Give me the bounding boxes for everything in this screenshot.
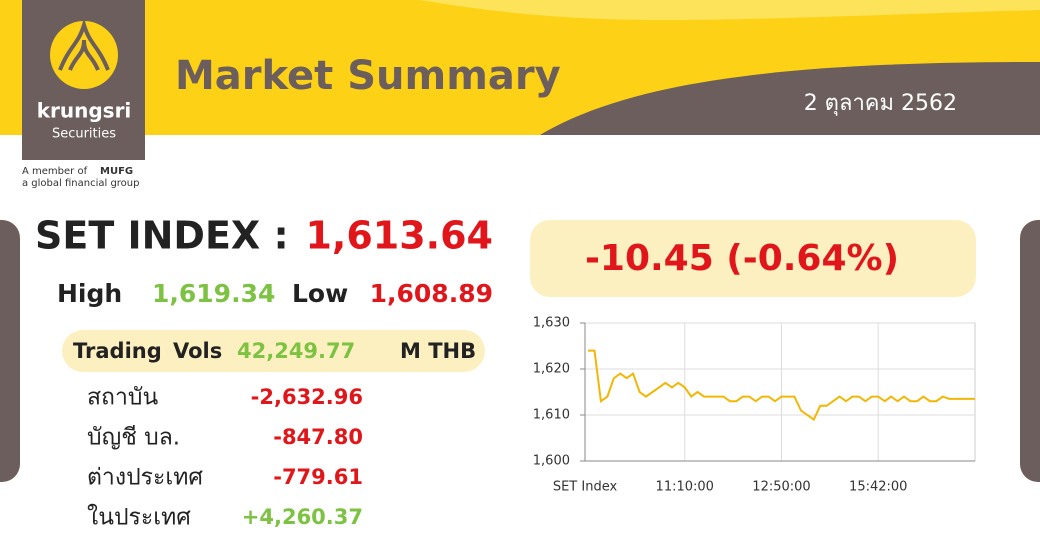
investor-value: +4,260.37: [242, 505, 363, 529]
trading-unit: M THB: [400, 339, 476, 363]
brand: krungsri: [37, 99, 132, 123]
header-swoosh: [420, 0, 1040, 20]
logo-mark: [58, 18, 110, 71]
change: -10.45 (-0.64%): [585, 238, 899, 279]
trading-label: Trading: [73, 339, 162, 363]
investor-table: สถาบัน -2,632.96 บัญชี บล. -847.80 ต่างประเท…: [87, 385, 363, 531]
series-line: [588, 349, 975, 422]
logo-emblem: [50, 21, 118, 89]
brand-sub: Securities: [52, 127, 116, 142]
x-tick-label: 15:42:00: [849, 480, 907, 495]
high-label: High: [57, 279, 122, 308]
trading-value: 42,249.77: [237, 339, 355, 363]
trading-pill: [62, 330, 485, 372]
x-tick-label: 12:50:00: [752, 480, 810, 495]
y-tick-label: 1,620: [533, 362, 570, 377]
group: MUFG: [100, 166, 133, 177]
y-tick-label: 1,630: [533, 316, 570, 331]
investor-value: -2,632.96: [251, 385, 363, 409]
investor-value: -779.61: [273, 465, 363, 489]
member: A member of: [22, 166, 88, 177]
side-tab: [0, 220, 20, 482]
y-tick-label: 1,610: [533, 408, 570, 423]
vols-label: Vols: [173, 339, 222, 363]
set-label: SET INDEX :: [35, 214, 289, 258]
change-pill: [530, 220, 976, 297]
date: 2 ตุลาคม 2562: [804, 91, 957, 116]
low-label: Low: [292, 279, 348, 308]
chart: 1,600 1,610 1,620 1,630 11:10:00 12:50:00 15:4…: [533, 316, 976, 495]
y-tick-label: 1,600: [533, 454, 570, 469]
low-value: 1,608.89: [370, 279, 493, 308]
x-axis-label: SET Index: [553, 480, 618, 495]
investor-name: ต่างประเทศ: [87, 465, 203, 491]
tagline: a global financial group: [22, 178, 140, 189]
side-tab: [1020, 220, 1040, 482]
high-value: 1,619.34: [152, 279, 275, 308]
investor-name: บัญชี บล.: [87, 425, 180, 451]
plot-frame: [584, 322, 976, 462]
title: Market Summary: [175, 53, 561, 99]
investor-name: ในประเทศ: [87, 504, 191, 531]
x-tick-label: 11:10:00: [656, 480, 714, 495]
investor-name: สถาบัน: [87, 385, 158, 411]
header-wave: [540, 62, 1040, 135]
set-value: 1,613.64: [305, 214, 493, 258]
investor-value: -847.80: [273, 425, 363, 449]
